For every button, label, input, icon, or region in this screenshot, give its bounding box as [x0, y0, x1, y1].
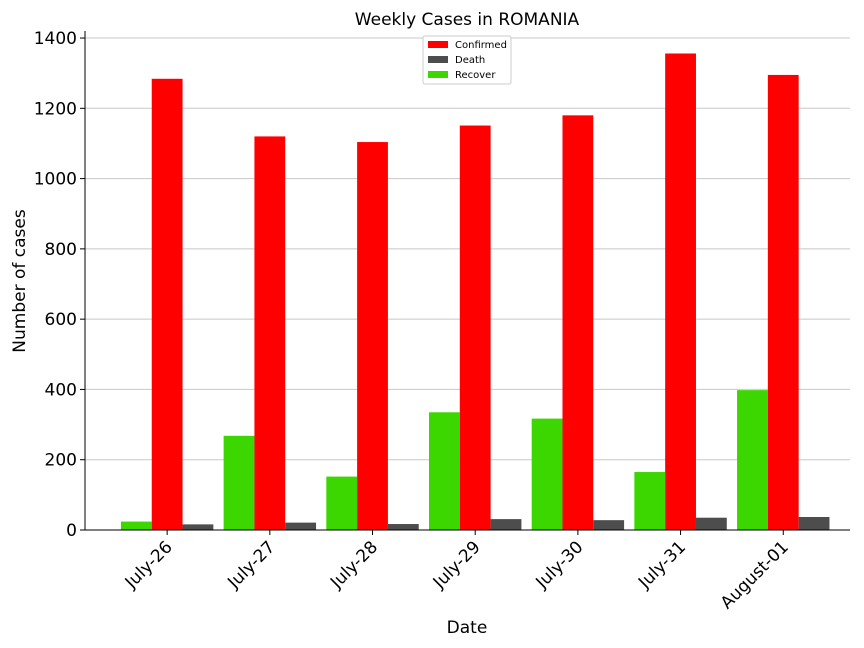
- chart-title: Weekly Cases in ROMANIA: [355, 10, 580, 30]
- bar-recover-july-26: [120, 521, 152, 530]
- x-axis-label: Date: [447, 618, 488, 638]
- y-axis-label: Number of cases: [10, 209, 30, 353]
- x-tick-label: July-28: [326, 537, 382, 593]
- bar-confirmed-july-29: [459, 125, 491, 530]
- bar-death-july-28: [387, 524, 419, 530]
- bar-recover-july-27: [223, 435, 255, 530]
- bars: [120, 53, 830, 531]
- bar-recover-august-01: [737, 390, 768, 530]
- legend-label-confirmed: Confirmed: [455, 40, 507, 51]
- y-tick-label: 600: [45, 310, 77, 330]
- bar-confirmed-july-27: [254, 136, 286, 530]
- bar-recover-july-29: [428, 412, 460, 530]
- x-tick-label: July-26: [121, 537, 177, 593]
- bar-death-august-01: [798, 516, 830, 530]
- legend-label-death: Death: [455, 55, 485, 66]
- y-tick-label: 1000: [34, 170, 77, 190]
- y-tick-label: 200: [45, 451, 77, 471]
- bar-death-july-30: [593, 520, 625, 530]
- legend-swatch-recover: [428, 71, 448, 78]
- bar-confirmed-july-28: [357, 142, 388, 530]
- x-tick-label: July-29: [429, 537, 485, 593]
- legend-swatch-death: [428, 56, 448, 63]
- y-tick-label: 800: [45, 240, 77, 260]
- bar-recover-july-30: [531, 418, 563, 530]
- legend: Confirmed Death Recover: [422, 35, 512, 85]
- bar-death-july-26: [182, 524, 214, 530]
- x-tick-label: July-27: [223, 537, 279, 593]
- bar-confirmed-july-26: [151, 78, 183, 530]
- y-tick-label: 0: [66, 521, 77, 541]
- bar-death-july-31: [695, 517, 727, 530]
- bar-death-july-29: [490, 519, 522, 530]
- bar-confirmed-august-01: [767, 74, 799, 530]
- bar-confirmed-july-30: [562, 115, 594, 531]
- bar-recover-july-31: [634, 472, 666, 530]
- y-tick-label: 1400: [34, 29, 77, 49]
- x-tick-label: July-31: [634, 537, 690, 593]
- legend-swatch-confirmed: [428, 41, 448, 48]
- y-tick-label: 1200: [34, 99, 77, 119]
- bar-recover-july-28: [326, 476, 358, 530]
- legend-label-recover: Recover: [455, 70, 496, 81]
- bar-death-july-27: [285, 522, 317, 530]
- x-tick-label: August-01: [717, 537, 793, 613]
- x-tick-label: July-30: [532, 537, 588, 593]
- bar-confirmed-july-31: [665, 53, 696, 530]
- y-tick-label: 400: [45, 380, 77, 400]
